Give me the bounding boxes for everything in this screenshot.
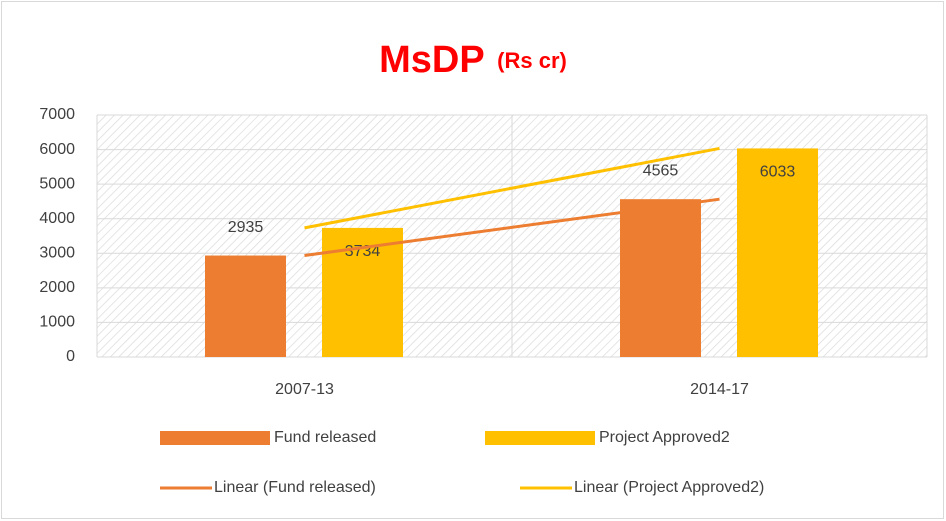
bar [620, 199, 701, 357]
y-tick-label: 3000 [39, 245, 75, 262]
y-tick-label: 6000 [39, 141, 75, 158]
data-label: 4565 [643, 162, 679, 179]
bar [322, 227, 403, 357]
y-tick-label: 0 [66, 348, 75, 365]
legend-swatch [485, 431, 595, 445]
title-main: MsDP [379, 39, 485, 81]
legend-label: Fund released [274, 429, 376, 446]
trendline [304, 146, 720, 230]
y-tick-label: 4000 [39, 210, 75, 227]
y-tick-label: 2000 [39, 279, 75, 296]
bar [737, 148, 818, 357]
y-tick-label: 1000 [39, 314, 75, 331]
data-label: 6033 [760, 164, 796, 181]
legend-label: Project Approved2 [599, 429, 730, 446]
data-label: 2935 [228, 219, 264, 236]
legend-label: Linear (Fund released) [214, 479, 376, 496]
y-tick-label: 5000 [39, 175, 75, 192]
x-tick-label: 2007-13 [275, 381, 334, 398]
bar [205, 255, 286, 357]
legend-label: Linear (Project Approved2) [574, 479, 764, 496]
y-tick-label: 7000 [39, 106, 75, 123]
trendline [304, 197, 720, 258]
chart-title: MsDP (Rs cr) [379, 39, 567, 81]
legend-swatch [160, 431, 270, 445]
title-unit: (Rs cr) [497, 48, 567, 73]
x-tick-label: 2014-17 [690, 381, 749, 398]
